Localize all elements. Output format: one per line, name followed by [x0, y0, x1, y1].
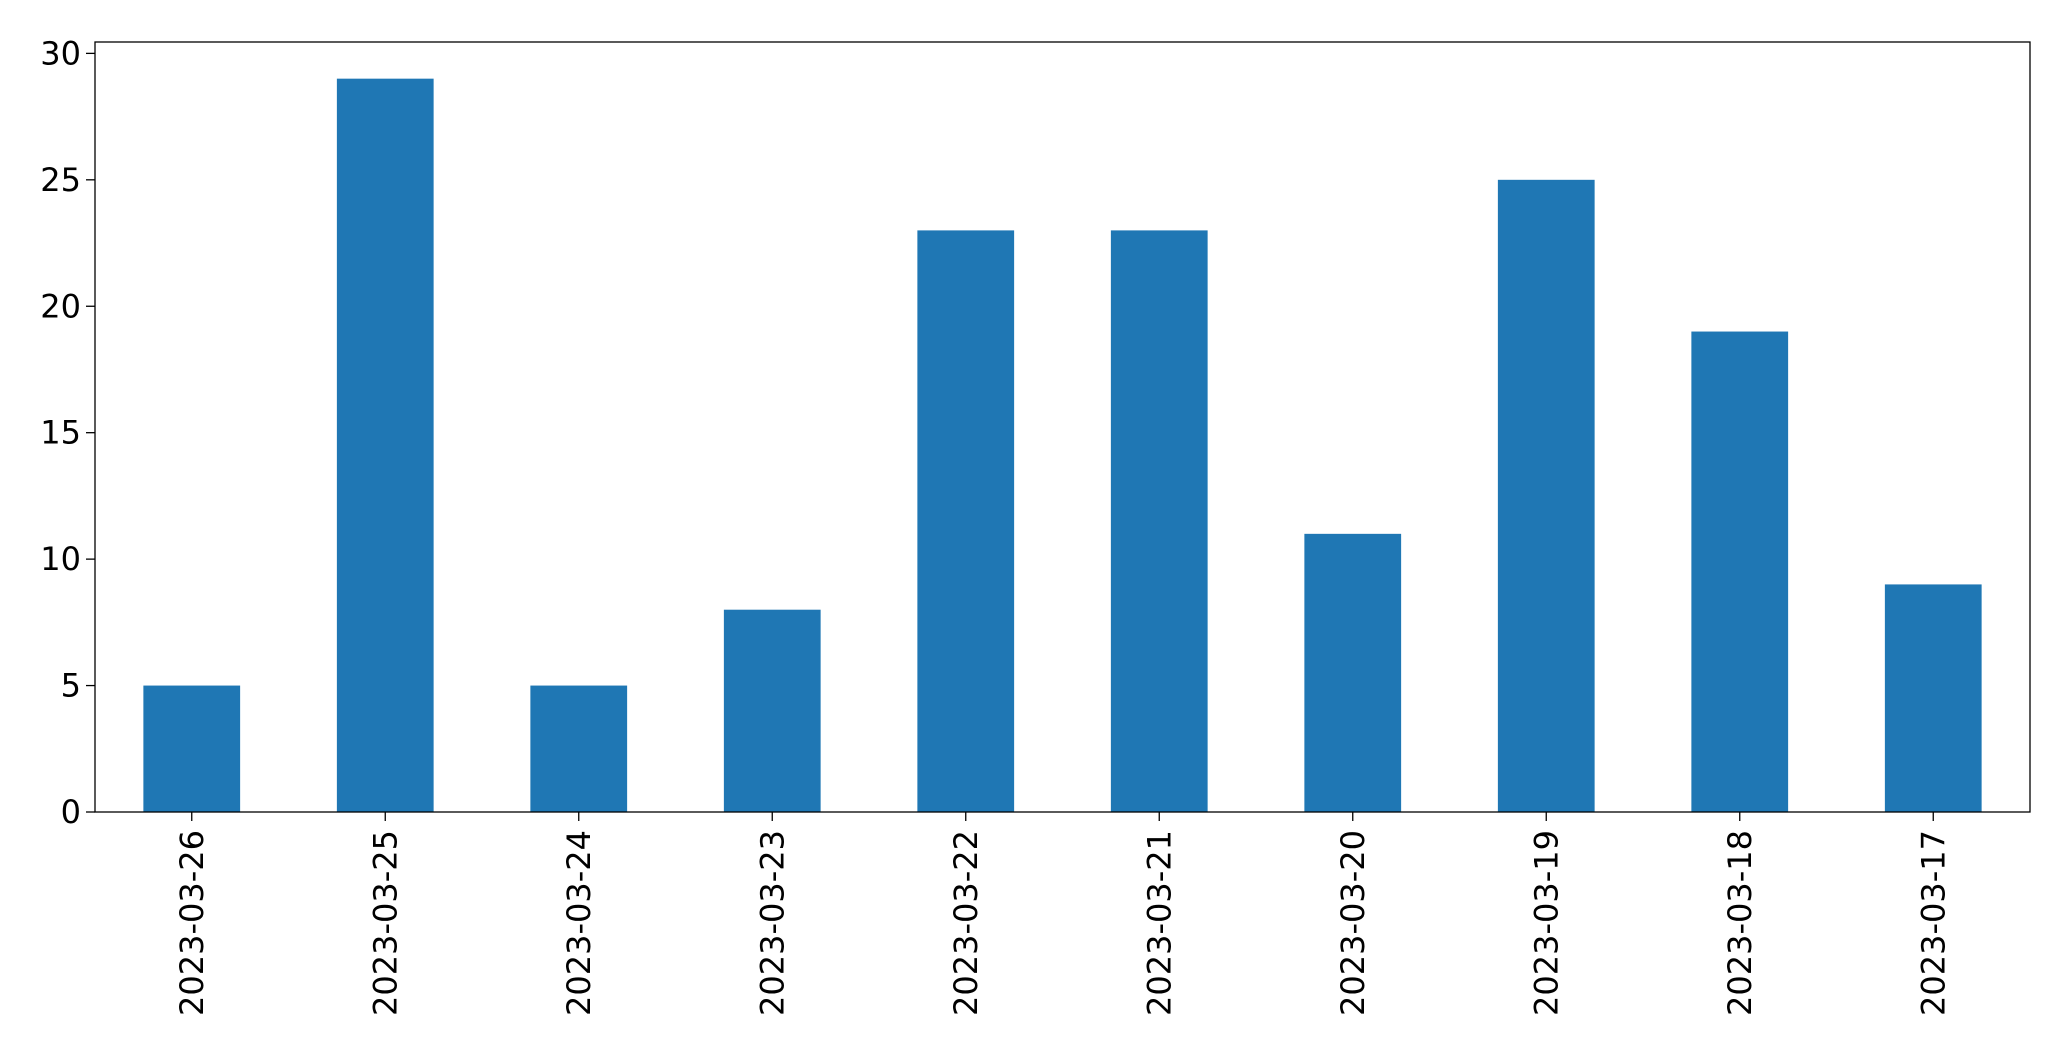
plot-frame	[94, 41, 2031, 813]
bar	[143, 685, 241, 812]
x-tick-label: 2023-03-17	[1914, 830, 1952, 1016]
x-tick-label: 2023-03-18	[1721, 830, 1759, 1016]
x-tick-label: 2023-03-20	[1334, 830, 1372, 1016]
x-tick-label: 2023-03-23	[753, 830, 791, 1016]
y-tick-label: 30	[40, 34, 81, 72]
bar	[1304, 533, 1402, 812]
bar	[530, 685, 628, 812]
x-tick-label: 2023-03-26	[173, 830, 211, 1016]
bar	[1497, 179, 1595, 812]
bar	[1110, 230, 1208, 812]
y-tick-label: 20	[40, 287, 81, 325]
x-tick-label: 2023-03-24	[560, 830, 598, 1016]
x-tick-label: 2023-03-19	[1527, 830, 1565, 1016]
y-tick-label: 10	[40, 540, 81, 578]
y-tick-label: 5	[61, 667, 81, 705]
bar	[336, 78, 434, 812]
y-tick-label: 15	[40, 414, 81, 452]
x-tick-label: 2023-03-22	[947, 830, 985, 1016]
x-tick-label: 2023-03-25	[366, 830, 404, 1016]
bar	[1884, 584, 1982, 812]
bar	[917, 230, 1015, 812]
bar	[1691, 331, 1789, 812]
y-tick-label: 25	[40, 161, 81, 199]
y-tick-label: 0	[61, 793, 81, 831]
x-tick-label: 2023-03-21	[1140, 830, 1178, 1016]
bar	[723, 609, 821, 812]
